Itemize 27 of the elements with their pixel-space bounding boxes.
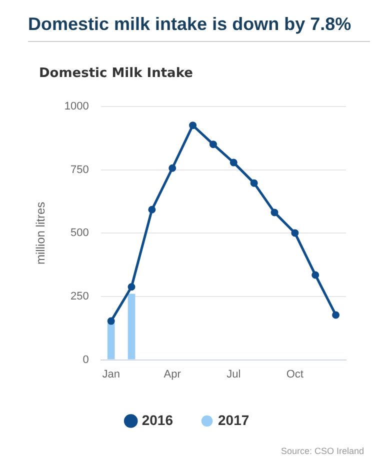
point (291, 229, 299, 237)
y-tick-label: 750 (70, 164, 89, 176)
x-tick-label: Apr (164, 368, 182, 380)
point (230, 158, 238, 166)
y-tick-label: 250 (70, 290, 89, 303)
y-tick-label: 0 (82, 354, 89, 366)
y-axis-title: million litres (34, 202, 48, 265)
point (107, 317, 115, 325)
y-tick-label: 500 (70, 227, 89, 240)
point (270, 208, 278, 216)
point (189, 122, 197, 130)
point (332, 311, 340, 319)
point (250, 179, 258, 187)
source-note: Source: CSO Ireland (280, 446, 364, 456)
chart-title: Domestic milk intake is down by 7.8% (28, 14, 370, 42)
legend-label: 2016 (142, 412, 174, 428)
chart-subtitle: Domestic Milk Intake (39, 66, 193, 81)
point (209, 140, 217, 148)
y-tick-label: 1000 (64, 100, 89, 113)
x-tick-label: Jan (102, 368, 120, 380)
point (312, 271, 320, 279)
point (168, 164, 176, 172)
x-tick-label: Oct (286, 368, 304, 380)
point (128, 283, 136, 291)
legend-label: 2017 (218, 412, 250, 428)
point (148, 206, 156, 214)
x-tick-label: Jul (226, 368, 241, 380)
